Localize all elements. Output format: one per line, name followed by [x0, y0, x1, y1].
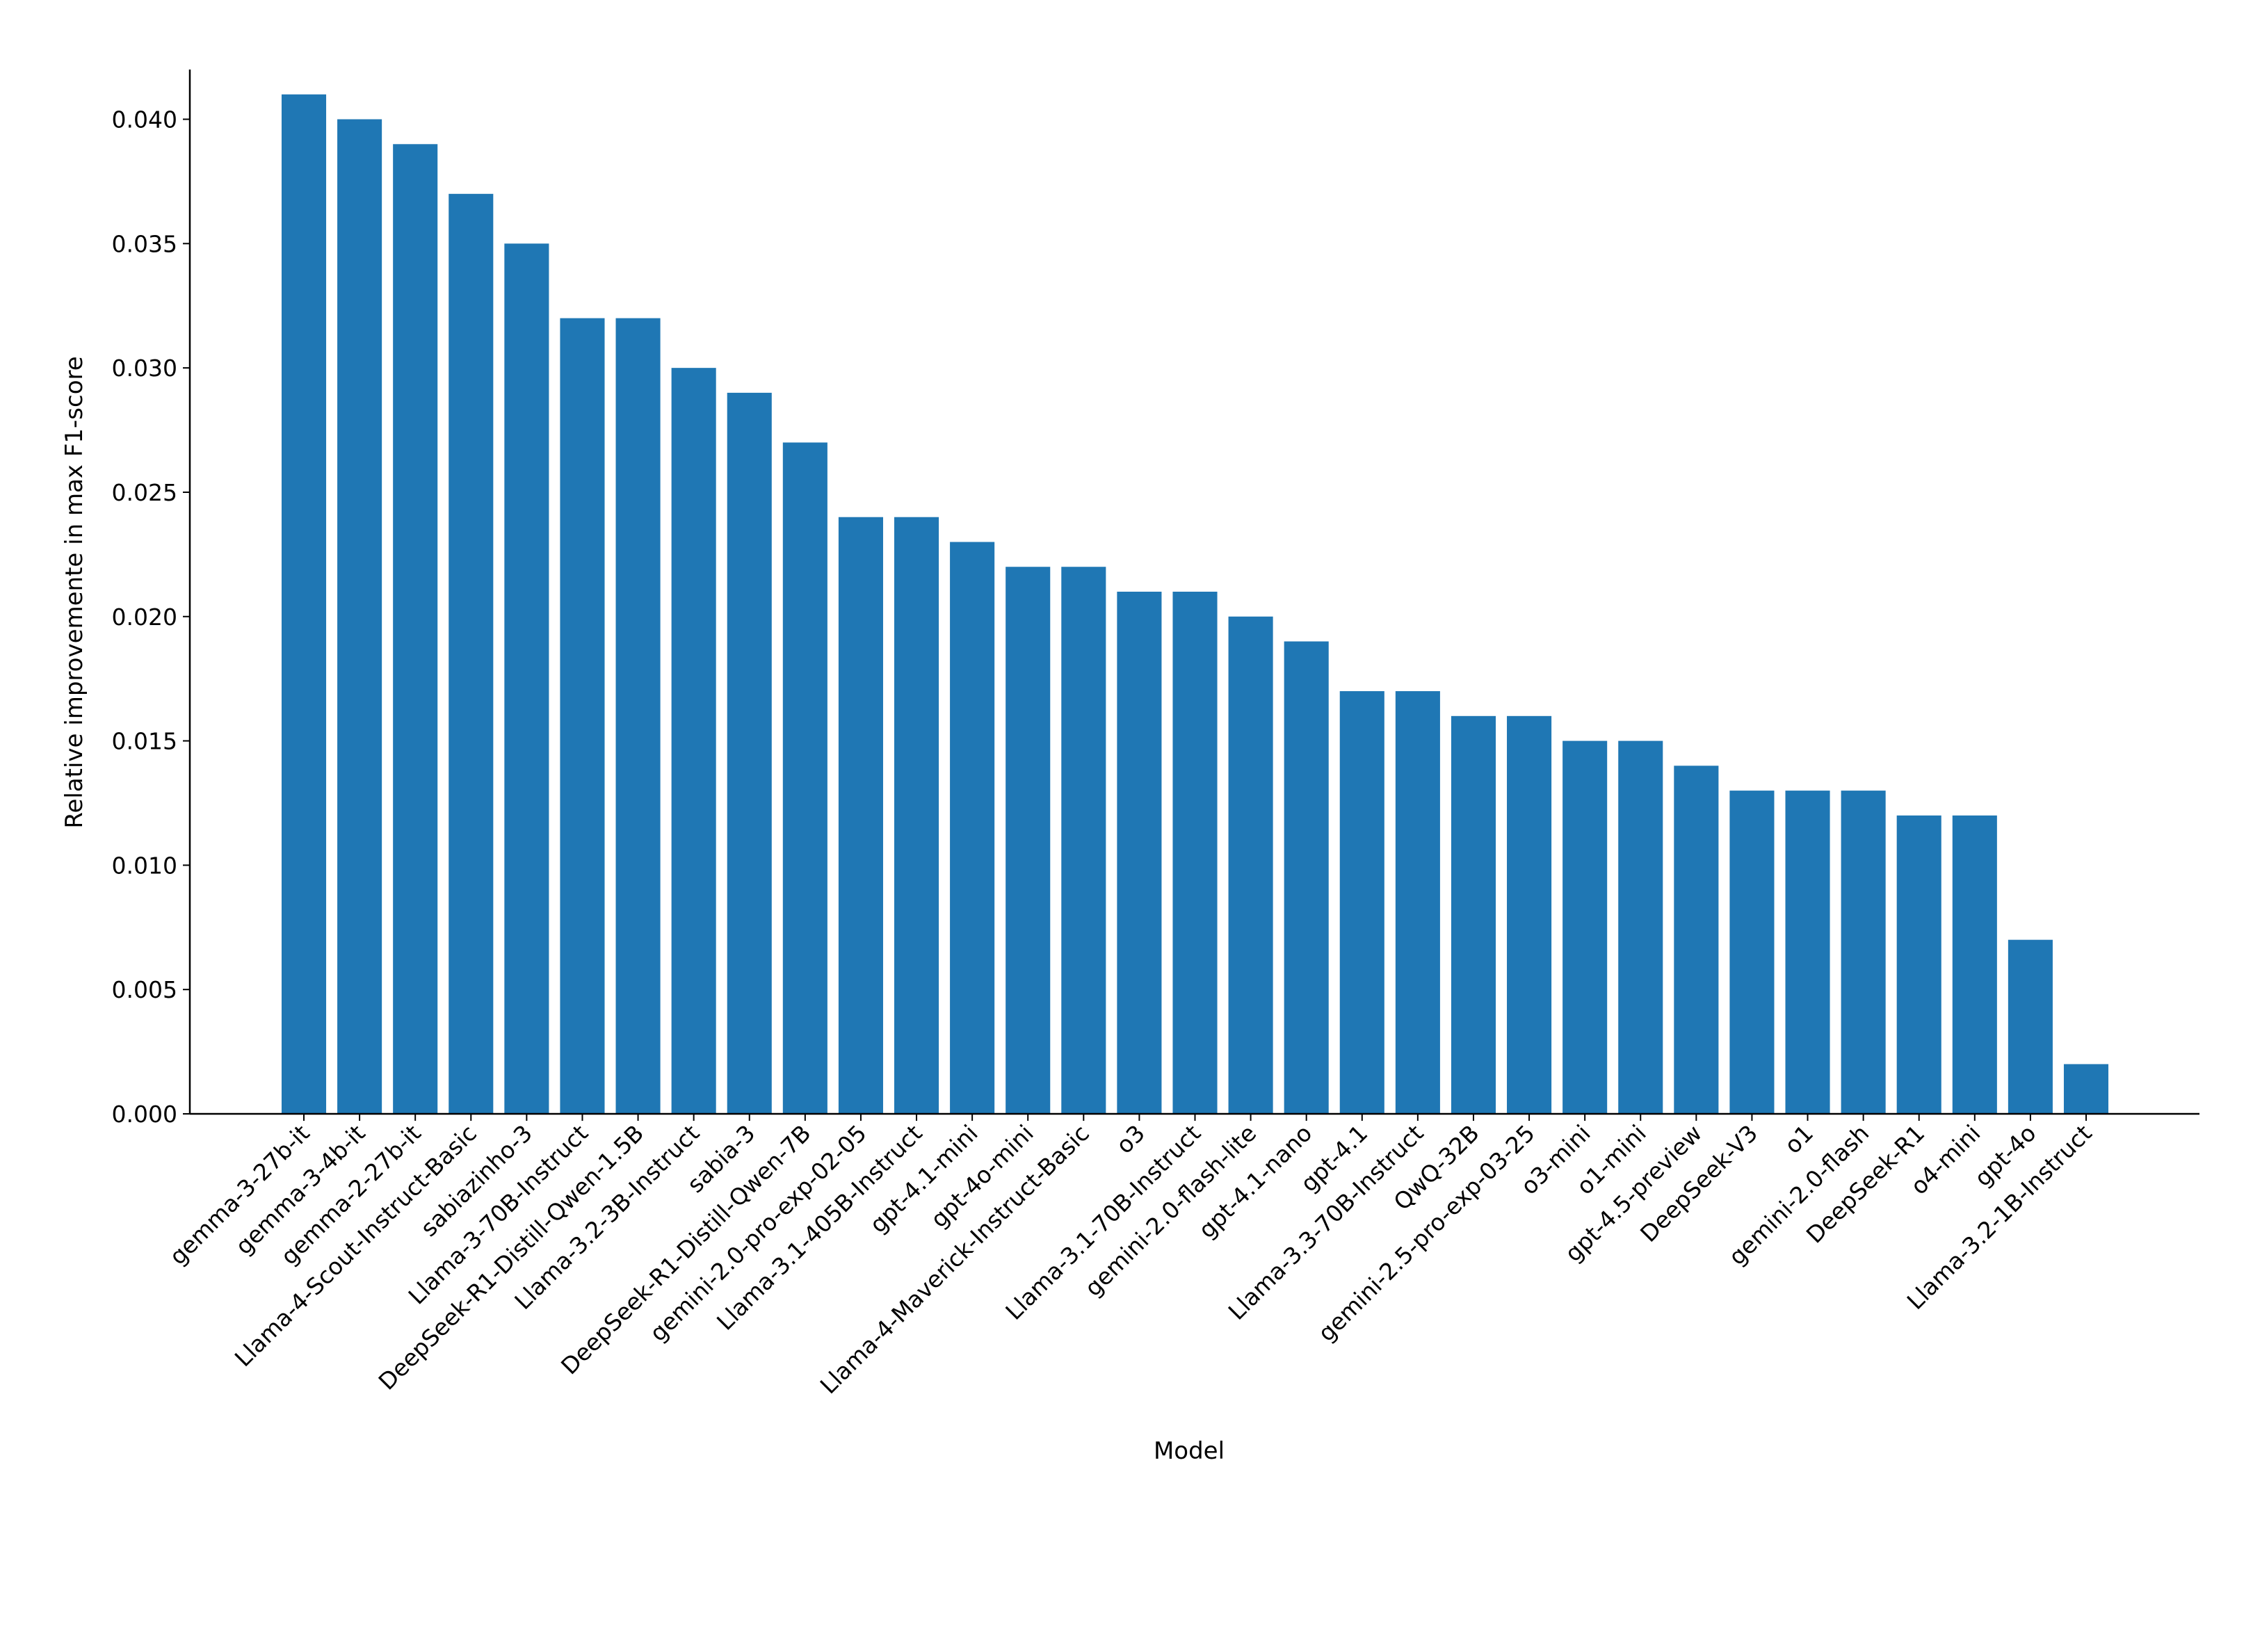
y-axis-label: Relative improvemente in max F1-score — [60, 356, 88, 828]
bar — [1061, 567, 1106, 1114]
bar — [2008, 939, 2053, 1114]
bar — [1339, 691, 1384, 1114]
x-axis-label: Model — [1154, 1437, 1225, 1465]
bar — [449, 193, 494, 1114]
x-tick-label: o1 — [1779, 1119, 1818, 1159]
bar — [560, 318, 605, 1114]
bar — [281, 94, 327, 1114]
bar — [504, 243, 549, 1115]
y-tick-label: 0.030 — [112, 355, 177, 382]
bar — [1729, 791, 1775, 1114]
bar — [838, 517, 883, 1114]
y-tick-label: 0.005 — [112, 976, 177, 1003]
y-tick-label: 0.035 — [112, 230, 177, 257]
bar — [950, 542, 995, 1114]
y-axis: 0.000 0.005 0.010 0.015 0.020 0.025 0.030 0.035… — [112, 70, 191, 1128]
bar — [1841, 791, 1886, 1114]
bar — [1117, 592, 1162, 1114]
x-axis: gemma-3-27b-itgemma-3-4b-itgemma-2-27b-i… — [164, 1112, 2199, 1399]
bar — [1284, 641, 1329, 1114]
bar — [1395, 691, 1440, 1114]
bar — [1451, 715, 1496, 1114]
bars-layer — [281, 94, 2109, 1115]
bar — [727, 392, 772, 1114]
x-tick-label: o3 — [1111, 1119, 1150, 1159]
bar — [1172, 592, 1218, 1114]
bar — [1674, 766, 1719, 1114]
y-tick-label: 0.040 — [112, 106, 177, 133]
bar — [1952, 815, 1997, 1114]
bar — [1785, 791, 1830, 1114]
bar — [1562, 740, 1608, 1114]
bar — [1896, 815, 1941, 1114]
bar — [1006, 567, 1051, 1114]
bar — [337, 119, 382, 1114]
bar — [2063, 1064, 2109, 1114]
y-tick-label: 0.015 — [112, 728, 177, 755]
bar — [393, 144, 438, 1114]
bar — [615, 318, 661, 1114]
bar — [671, 368, 716, 1114]
bar — [894, 517, 939, 1114]
bar — [1228, 616, 1273, 1114]
y-tick-label: 0.010 — [112, 852, 177, 879]
y-tick-label: 0.020 — [112, 604, 177, 631]
bar — [782, 442, 827, 1114]
y-tick-label: 0.000 — [112, 1101, 177, 1128]
y-tick-label: 0.025 — [112, 479, 177, 506]
bar — [1618, 740, 1663, 1114]
bar — [1507, 715, 1552, 1114]
